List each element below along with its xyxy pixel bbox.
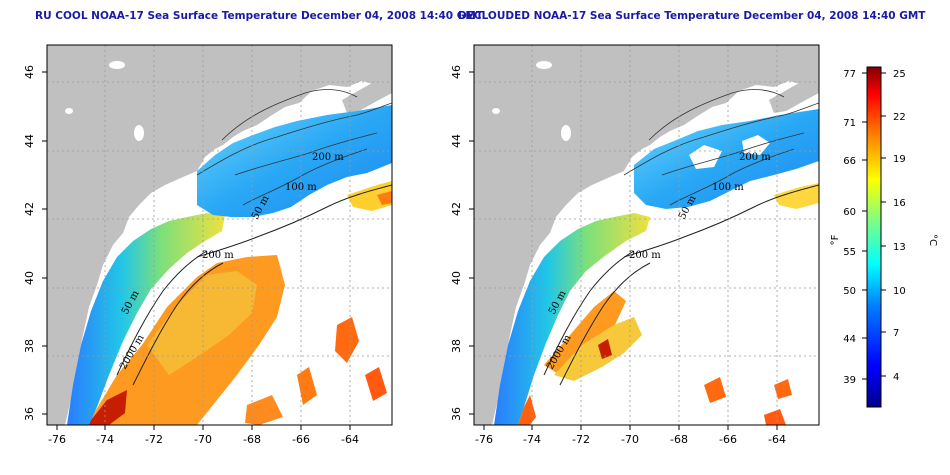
lon-tick-label: -70 — [194, 433, 212, 446]
celsius-tick-label: 22 — [893, 112, 906, 123]
fahrenheit-unit-label: °F — [830, 234, 841, 245]
lat-tick-label: 36 — [450, 407, 463, 421]
contour-label: 100 m — [712, 182, 744, 193]
lat-tick-label: 44 — [450, 134, 463, 148]
lon-tick-label: -70 — [621, 433, 639, 446]
lat-tick-label: 38 — [23, 339, 36, 353]
panel-2-title: DECLOUDED NOAA-17 Sea Surface Temperatur… — [458, 10, 926, 22]
fahrenheit-tick-label: 50 — [843, 286, 856, 297]
lat-tick-label: 40 — [23, 271, 36, 285]
celsius-unit-label: °C — [927, 234, 938, 246]
fahrenheit-tick-label: 66 — [843, 156, 856, 167]
fahrenheit-tick-label: 71 — [843, 118, 856, 129]
panel-2-axes: -76 -74 -72 -70 -68 -66 -64 36 38 40 42 44 46 — [450, 65, 786, 446]
lat-tick-label: 46 — [23, 65, 36, 79]
contour-label: 200 m — [202, 250, 234, 261]
lat-tick-label: 38 — [450, 339, 463, 353]
fahrenheit-tick-label: 44 — [843, 334, 856, 345]
fahrenheit-tick-label: 60 — [843, 207, 856, 218]
lon-tick-label: -74 — [523, 433, 541, 446]
fahrenheit-tick-label: 39 — [843, 375, 856, 386]
lat-tick-label: 40 — [450, 271, 463, 285]
lon-tick-label: -72 — [572, 433, 590, 446]
lat-tick-label: 42 — [450, 202, 463, 216]
panel-2-map: 200 m 100 m 50 m 200 m 50 m 2000 m — [473, 44, 820, 426]
celsius-tick-label: 7 — [893, 328, 899, 339]
contour-label: 200 m — [312, 152, 344, 163]
contour-label: 200 m — [629, 250, 661, 261]
lon-tick-label: -72 — [145, 433, 163, 446]
lon-tick-label: -76 — [475, 433, 493, 446]
colorbar: 77 71 66 60 55 50 44 39 25 22 19 16 13 10 7 4 °F °C — [830, 66, 938, 408]
lon-tick-label: -66 — [719, 433, 737, 446]
contour-label: 100 m — [285, 182, 317, 193]
lon-tick-label: -66 — [292, 433, 310, 446]
colorbar-ramp — [866, 66, 882, 408]
contour-label: 200 m — [739, 152, 771, 163]
celsius-tick-label: 16 — [893, 198, 906, 209]
lon-tick-label: -68 — [670, 433, 688, 446]
lat-tick-label: 46 — [450, 65, 463, 79]
fahrenheit-tick-label: 77 — [843, 69, 856, 80]
lon-tick-label: -64 — [341, 433, 359, 446]
celsius-tick-label: 13 — [893, 242, 906, 253]
fahrenheit-tick-label: 55 — [843, 247, 856, 258]
lon-tick-label: -74 — [96, 433, 114, 446]
lat-tick-label: 44 — [23, 134, 36, 148]
lon-tick-label: -76 — [48, 433, 66, 446]
lon-tick-label: -68 — [243, 433, 261, 446]
celsius-tick-label: 25 — [893, 69, 906, 80]
celsius-tick-label: 10 — [893, 286, 906, 297]
celsius-tick-label: 4 — [893, 372, 899, 383]
panel-1-axes: -76 -74 -72 -70 -68 -66 -64 36 38 40 42 44 46 — [23, 65, 359, 446]
panel-1-title: RU COOL NOAA-17 Sea Surface Temperature … — [35, 10, 483, 22]
panel-1-map: 200 m 100 m 50 m 200 m 50 m 2000 m — [46, 44, 393, 426]
celsius-tick-label: 19 — [893, 154, 906, 165]
lat-tick-label: 42 — [23, 202, 36, 216]
lon-tick-label: -64 — [768, 433, 786, 446]
lat-tick-label: 36 — [23, 407, 36, 421]
